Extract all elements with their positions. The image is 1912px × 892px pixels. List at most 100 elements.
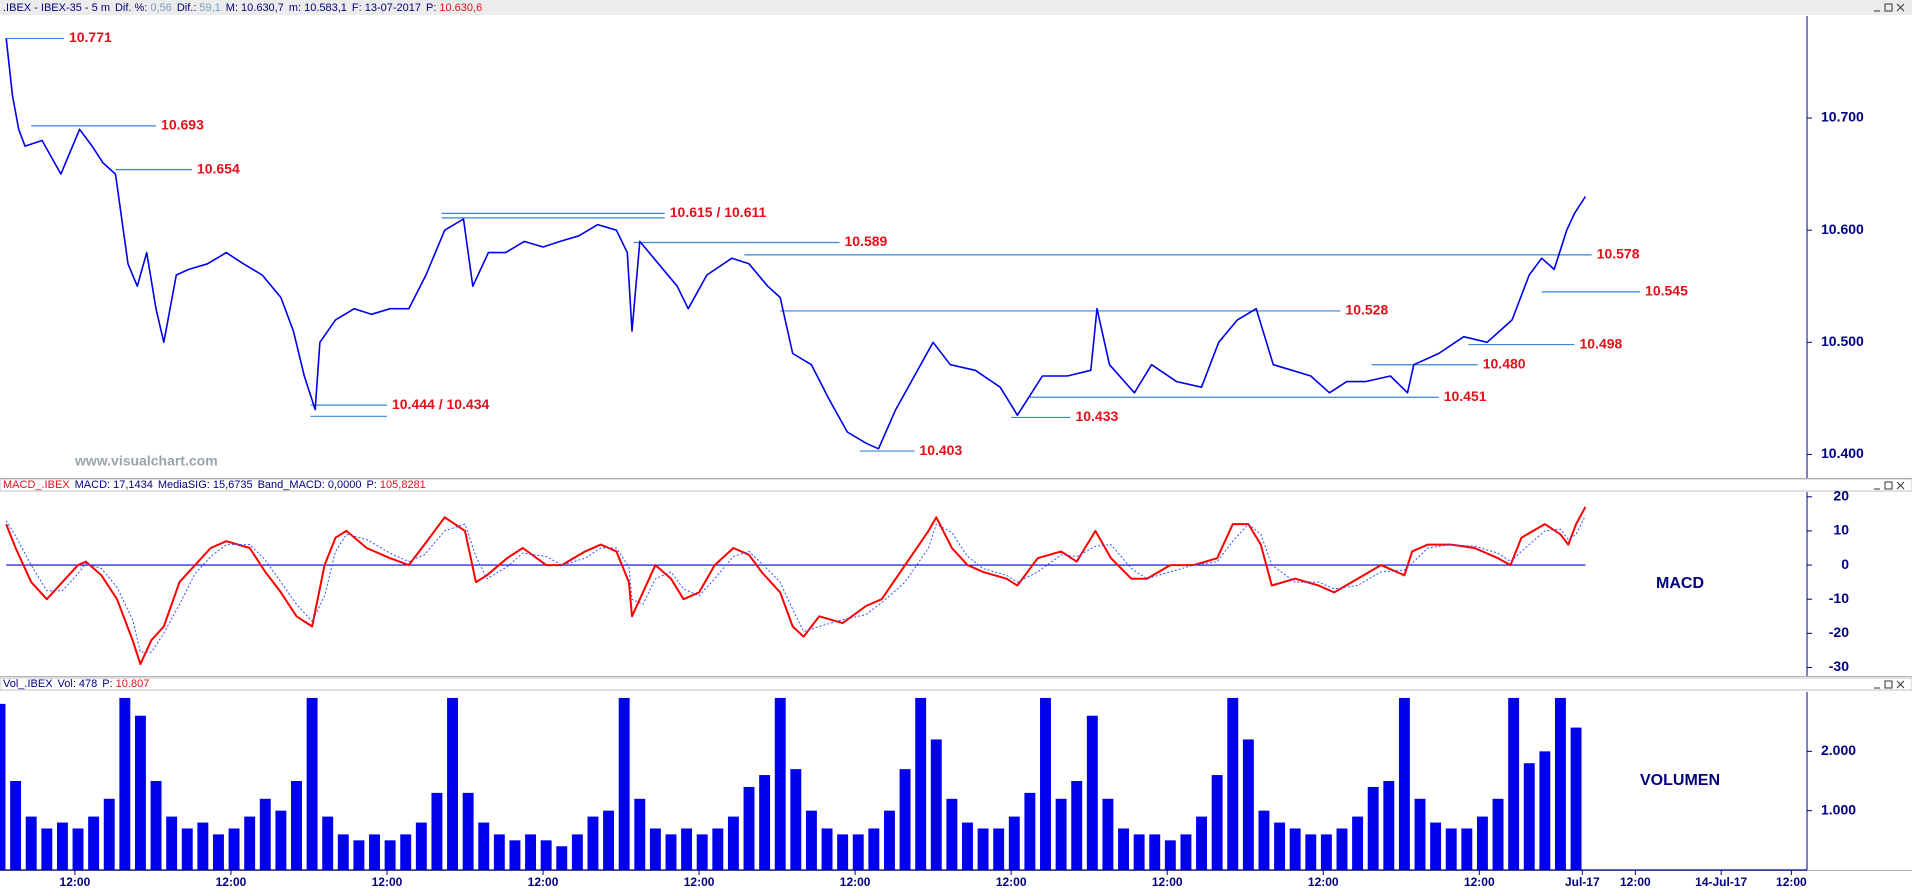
level-label: 10.578 — [1597, 246, 1640, 262]
volume-bar — [665, 834, 677, 870]
level-label: 10.654 — [197, 160, 240, 176]
panel-header: Vol_.IBEX Vol: 478 P: 10.807 — [3, 678, 149, 690]
volume-bar — [696, 834, 708, 870]
stat-label: Vol: — [58, 678, 76, 690]
volume-bar — [1414, 798, 1426, 870]
volume-bar — [868, 828, 880, 870]
volume-bar — [1492, 798, 1504, 870]
y-tick-label: 2.000 — [1821, 742, 1856, 758]
level-label: 10.403 — [919, 442, 962, 458]
stat-label: Dif. %: — [115, 2, 147, 14]
volume-bar — [447, 697, 458, 870]
y-tick-label: 0 — [1841, 556, 1849, 572]
volume-bar — [72, 828, 84, 870]
volume-bar — [899, 769, 911, 870]
volume-bar — [228, 828, 240, 870]
volume-bar — [291, 781, 302, 870]
close-icon[interactable] — [1896, 3, 1905, 12]
stat-value: 0,0000 — [328, 479, 362, 491]
level-label: 10.433 — [1075, 408, 1118, 424]
x-tick-label: 12:00 — [1152, 875, 1183, 889]
volume-bar — [946, 798, 958, 870]
level-label: 10.615 / 10.611 — [670, 204, 767, 220]
stat-label: P: — [426, 2, 436, 14]
volume-bar — [1305, 834, 1317, 870]
stat-value: 17,1434 — [113, 479, 153, 491]
header-title: .IBEX - IBEX-35 - 5 m — [3, 2, 110, 14]
x-tick-label: 12:00 — [528, 875, 559, 889]
level-label: 10.771 — [69, 29, 112, 45]
volume-bar — [1055, 798, 1067, 870]
x-tick-label: Jul-17 — [1565, 875, 1600, 889]
volume-bar — [1289, 828, 1301, 870]
volume-bar — [1008, 816, 1020, 870]
stat-value: 13-07-2017 — [365, 2, 421, 14]
maximize-icon[interactable] — [1884, 481, 1893, 490]
volume-bar — [1383, 781, 1395, 870]
volume-bar — [415, 822, 427, 870]
volume-bar — [56, 822, 68, 870]
close-icon[interactable] — [1896, 481, 1905, 490]
stat-value: 10.583,1 — [304, 2, 347, 14]
volume-bar — [1274, 822, 1286, 870]
volume-bar — [962, 822, 973, 870]
level-label: 10.693 — [161, 117, 204, 133]
volume-bar — [1180, 834, 1192, 870]
volume-bar — [322, 816, 334, 870]
panel-label: VOLUMEN — [1640, 772, 1720, 789]
volume-bar — [10, 781, 22, 870]
stat-label: Dif.: — [177, 2, 197, 14]
close-icon[interactable] — [1896, 680, 1905, 689]
volume-bar — [119, 697, 131, 870]
y-tick-label: -30 — [1829, 658, 1849, 674]
x-tick-label: 12:00 — [1464, 875, 1495, 889]
volume-bar — [166, 816, 178, 870]
panel-header: MACD_.IBEX MACD: 17,1434 MediaSIG: 15,6735 Ba… — [3, 479, 426, 491]
stat-label: m: — [289, 2, 301, 14]
volume-bar — [493, 834, 505, 870]
stat-value: 105,8281 — [380, 479, 426, 491]
volume-bar — [1227, 697, 1239, 870]
volume-bar — [337, 834, 349, 870]
volume-bar — [774, 697, 786, 870]
stat-label: P: — [367, 479, 377, 491]
volume-bar — [712, 828, 724, 870]
stat-label: P: — [102, 678, 112, 690]
window-controls[interactable] — [1874, 3, 1905, 689]
volume-bar — [244, 816, 256, 870]
volume-bar — [213, 834, 224, 870]
volume-bar — [275, 810, 287, 870]
stat-label: F: — [352, 2, 362, 14]
volume-bar — [540, 840, 552, 870]
volume-bar — [1071, 781, 1083, 870]
volume-bar — [181, 828, 193, 870]
volume-bar — [103, 798, 115, 870]
volume-bar — [0, 703, 6, 870]
level-label: 10.444 / 10.434 — [392, 396, 490, 412]
volume-bar — [41, 828, 53, 870]
stat-value: 10.630,7 — [241, 2, 284, 14]
x-tick-label: 12:00 — [1308, 875, 1339, 889]
x-tick-label: 12:00 — [1620, 875, 1651, 889]
volume-bar — [384, 840, 396, 870]
volume-bar — [915, 697, 927, 870]
volume-bar — [1040, 697, 1051, 870]
x-tick-label: 12:00 — [216, 875, 247, 889]
stat-value: 10.630,6 — [439, 2, 482, 14]
stat-label: MediaSIG: — [158, 479, 210, 491]
stat-value: 10.807 — [116, 678, 150, 690]
volume-bar — [571, 834, 583, 870]
volume-bar — [790, 769, 802, 870]
volume-bar — [883, 810, 895, 870]
panel-header: .IBEX - IBEX-35 - 5 m Dif. %: 0,56 Dif.: 59,… — [3, 2, 482, 14]
volume-bar — [1102, 798, 1114, 870]
maximize-icon[interactable] — [1884, 680, 1893, 689]
volume-bar — [852, 834, 864, 870]
volume-bar — [1352, 816, 1364, 870]
volume-bar — [1461, 828, 1473, 870]
stat-value: 59,1 — [199, 2, 220, 14]
stat-label: M: — [226, 2, 238, 14]
maximize-icon[interactable] — [1884, 3, 1893, 12]
stat-value: 478 — [79, 678, 97, 690]
